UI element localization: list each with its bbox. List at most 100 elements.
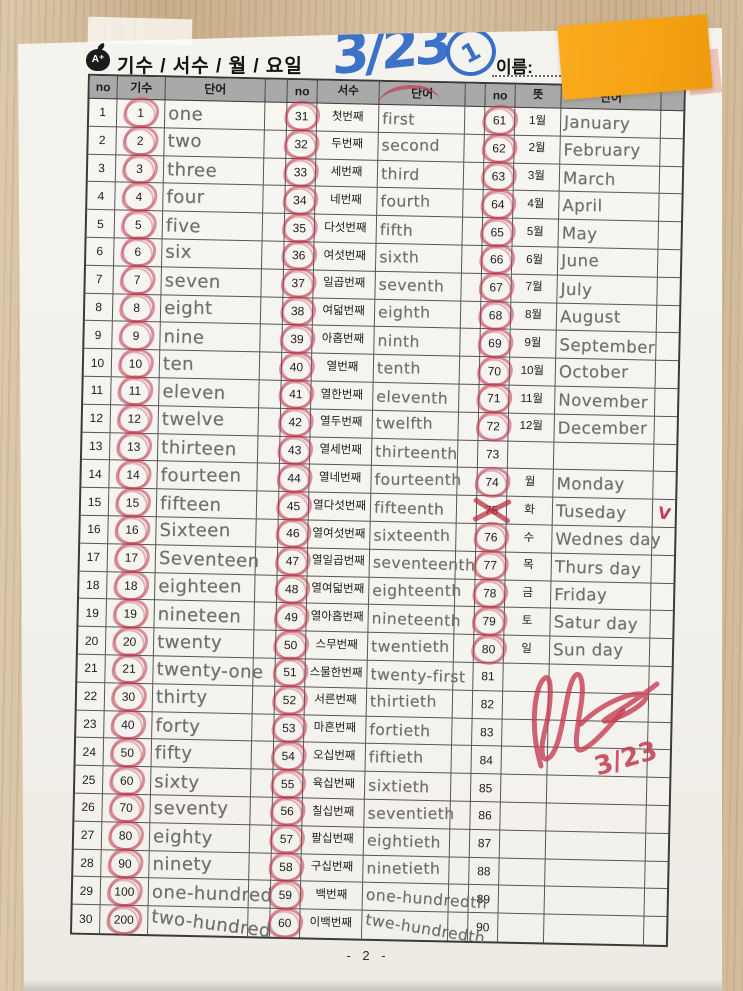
cell-check-3 — [645, 861, 668, 890]
cell-meaning-prompt: 화 — [506, 496, 554, 526]
cell-no-3: 61 — [484, 107, 516, 136]
cell-cardinal-value: 7 — [113, 266, 162, 295]
cell-handwritten-word-1: Seventeen — [155, 545, 260, 575]
cell-meaning-prompt — [499, 830, 547, 860]
cell-cardinal-value: 11 — [111, 377, 160, 407]
cell-no-1: 28 — [73, 849, 102, 878]
cell-handwritten-word-3: June — [557, 247, 659, 278]
cell-ordinal-prompt: 열다섯번째 — [308, 492, 372, 522]
cell-ordinal-prompt: 열아홉번째 — [306, 603, 369, 633]
cell-cardinal-value: 17 — [107, 544, 157, 573]
cell-handwritten-word-2: seventeenth — [369, 549, 476, 580]
cell-cardinal-value: 12 — [110, 405, 160, 434]
cell-no-1: 17 — [79, 543, 109, 572]
header-word-1: 단어 — [165, 77, 266, 103]
cell-check-3 — [659, 194, 682, 223]
cell-handwritten-word-3: July — [557, 275, 658, 306]
cell-meaning-prompt: 수 — [506, 524, 553, 554]
cell-handwritten-word-2: seventieth — [364, 799, 455, 830]
cell-check-3 — [660, 110, 684, 140]
cell-handwritten-word-3: Thurs day — [551, 553, 653, 584]
cell-no-2: 33 — [285, 158, 317, 187]
cell-handwritten-word-2: ninth — [374, 327, 461, 357]
cell-handwritten-word-3: Sun day — [549, 636, 651, 667]
cell-check-3 — [649, 638, 673, 668]
cell-cardinal-value: 30 — [104, 682, 154, 712]
cell-ordinal-prompt: 열여섯번째 — [308, 520, 371, 550]
cell-ordinal-prompt: 열일곱번째 — [307, 548, 371, 578]
cell-handwritten-word-2: eightieth — [363, 827, 451, 858]
cell-no-3: 88 — [469, 857, 500, 886]
cell-no-2: 57 — [271, 825, 303, 854]
cell-handwritten-word-3: Tuseday — [552, 497, 654, 528]
cell-cardinal-value: 3 — [115, 154, 165, 184]
cell-no-1: 26 — [74, 793, 103, 822]
cell-handwritten-word-3 — [545, 831, 647, 862]
cell-no-1: 15 — [80, 487, 110, 517]
cell-handwritten-word-1: twenty — [153, 628, 255, 659]
cell-no-2: 37 — [283, 269, 314, 299]
cell-cardinal-value: 8 — [112, 293, 162, 323]
cell-meaning-prompt: 5월 — [512, 218, 560, 248]
cell-ordinal-prompt: 열네번째 — [309, 464, 372, 494]
cell-no-2: 35 — [284, 214, 316, 243]
cell-meaning-prompt: 11월 — [508, 385, 556, 415]
cell-check-3 — [659, 166, 683, 195]
cell-cardinal-value: 10 — [111, 349, 161, 379]
cell-no-1: 8 — [84, 293, 114, 322]
cell-no-1: 7 — [85, 265, 114, 294]
cell-cardinal-value: 21 — [105, 655, 154, 684]
cell-handwritten-word-1: twenty-one — [153, 656, 264, 687]
cell-no-1: 9 — [84, 321, 113, 350]
cell-no-1: 6 — [85, 237, 115, 267]
round-number: 1 — [456, 35, 486, 69]
cell-no-3: 84 — [471, 746, 503, 775]
cell-meaning-prompt: 4월 — [513, 191, 560, 220]
cell-ordinal-prompt: 열한번째 — [311, 381, 374, 411]
cell-no-2: 56 — [272, 797, 303, 827]
cell-cardinal-value: 16 — [108, 516, 157, 546]
cell-handwritten-word-1: ninety — [149, 850, 250, 881]
cell-no-1: 30 — [72, 904, 101, 934]
cell-check-3 — [651, 555, 675, 584]
cell-no-1: 10 — [83, 348, 113, 378]
cell-handwritten-word-3: Wednes day — [552, 525, 661, 556]
cell-ordinal-prompt: 마흔번째 — [304, 714, 367, 745]
cell-no-3: 71 — [478, 384, 510, 414]
cell-no-3: 67 — [481, 273, 512, 303]
cell-cardinal-value: 40 — [104, 710, 153, 740]
cell-handwritten-word-1: sixty — [150, 767, 252, 798]
cell-ordinal-prompt: 구십번째 — [301, 853, 364, 883]
cell-handwritten-word-1: six — [161, 239, 263, 270]
cell-handwritten-word-1: ten — [159, 350, 261, 381]
cell-no-3: 73 — [477, 440, 509, 469]
cell-no-3: 87 — [469, 829, 501, 859]
cell-no-3: 83 — [472, 718, 503, 747]
cell-ordinal-prompt: 여섯번째 — [313, 242, 377, 272]
cell-meaning-prompt: 7월 — [511, 274, 558, 304]
cell-check-3 — [655, 360, 679, 390]
cell-check-2 — [449, 857, 470, 886]
cell-meaning-prompt — [500, 802, 547, 832]
cell-no-1: 22 — [76, 682, 106, 711]
cell-check-3 — [653, 472, 676, 501]
cell-check-3 — [645, 833, 669, 862]
handwritten-date-blue: 3/23 — [331, 11, 449, 88]
cell-meaning-prompt: 10월 — [509, 357, 557, 387]
cell-handwritten-word-3: September — [556, 330, 657, 361]
cell-ordinal-prompt: 오십번째 — [303, 742, 367, 772]
cell-no-2: 53 — [274, 714, 305, 743]
cell-cardinal-value: 14 — [109, 460, 158, 490]
cell-no-3: 65 — [482, 218, 514, 247]
cell-handwritten-word-1: fifteen — [156, 489, 258, 520]
cell-handwritten-word-2: fortieth — [366, 716, 453, 746]
cell-no-1: 5 — [86, 209, 116, 239]
cell-check-3 — [650, 610, 673, 640]
cell-handwritten-word-1: one — [164, 100, 266, 131]
cell-handwritten-word-1: thirty — [152, 683, 254, 714]
cell-cardinal-value: 70 — [102, 794, 151, 823]
cell-handwritten-word-2: first — [378, 104, 466, 135]
cell-check-3 — [654, 388, 678, 417]
cell-no-2: 55 — [272, 769, 304, 799]
cell-meaning-prompt: 월 — [507, 468, 554, 498]
